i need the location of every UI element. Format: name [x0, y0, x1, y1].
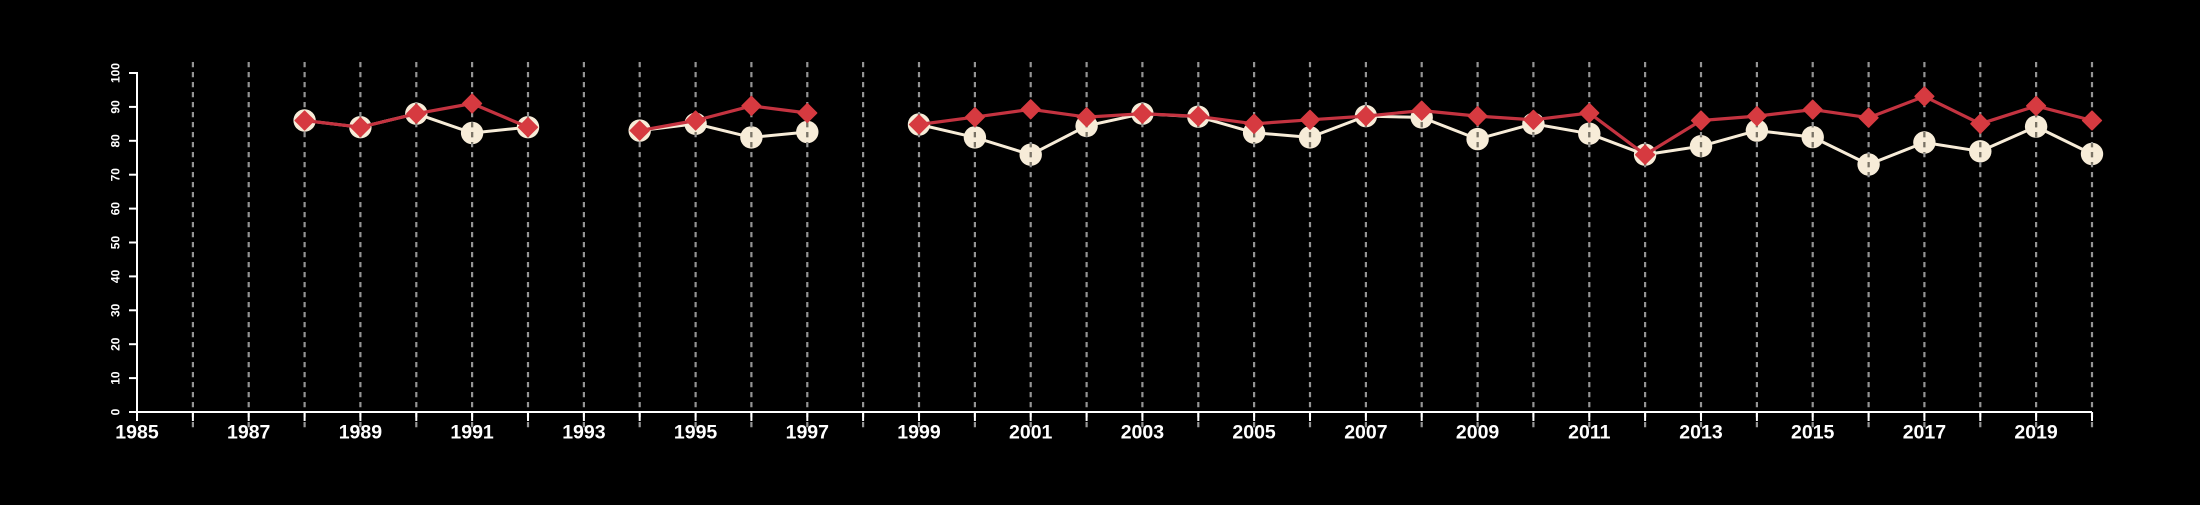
svg-text:1987: 1987	[227, 422, 270, 444]
svg-text:2017: 2017	[1903, 422, 1946, 444]
svg-text:40: 40	[109, 269, 123, 283]
svg-text:2009: 2009	[1456, 422, 1500, 444]
svg-text:50: 50	[109, 236, 123, 250]
svg-text:1995: 1995	[674, 422, 718, 444]
svg-text:2013: 2013	[1679, 422, 1723, 444]
svg-text:2019: 2019	[2014, 422, 2058, 444]
svg-text:1997: 1997	[786, 422, 829, 444]
svg-text:2007: 2007	[1344, 422, 1387, 444]
svg-text:90: 90	[109, 100, 123, 114]
svg-text:80: 80	[109, 134, 123, 148]
svg-text:1993: 1993	[562, 422, 606, 444]
svg-text:1989: 1989	[339, 422, 383, 444]
svg-text:0: 0	[109, 408, 123, 415]
svg-text:2015: 2015	[1791, 422, 1835, 444]
svg-text:2005: 2005	[1232, 422, 1276, 444]
svg-text:100: 100	[109, 63, 123, 83]
svg-text:1999: 1999	[897, 422, 941, 444]
svg-text:2011: 2011	[1568, 422, 1610, 444]
svg-text:10: 10	[109, 371, 123, 385]
svg-text:2003: 2003	[1121, 422, 1165, 444]
svg-text:1985: 1985	[115, 422, 159, 444]
svg-text:20: 20	[109, 337, 123, 351]
svg-text:70: 70	[109, 168, 123, 182]
svg-text:2001: 2001	[1009, 422, 1053, 444]
svg-text:30: 30	[109, 303, 123, 317]
svg-text:60: 60	[109, 202, 123, 216]
svg-text:1991: 1991	[450, 422, 494, 444]
